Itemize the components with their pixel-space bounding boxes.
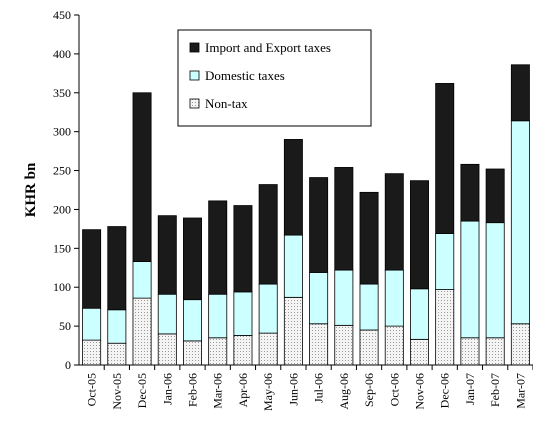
bar-segment-domestic-taxes bbox=[283, 234, 303, 298]
bar-segment-non-tax bbox=[233, 335, 253, 366]
y-tick-label: 450 bbox=[53, 8, 71, 22]
bar-segment-non-tax bbox=[410, 338, 429, 366]
bar-segment-import-and-export-taxes bbox=[309, 177, 329, 273]
bar-segment-domestic-taxes bbox=[359, 283, 379, 331]
bar-segment-import-and-export-taxes bbox=[183, 217, 202, 301]
bar-segment-domestic-taxes bbox=[384, 269, 404, 327]
bar-segment-non-tax bbox=[82, 339, 102, 366]
bar-segment-non-tax bbox=[208, 337, 228, 366]
bar-segment-import-and-export-taxes bbox=[132, 92, 152, 262]
y-axis-title: KHR bn bbox=[23, 162, 39, 217]
bar-segment-import-and-export-taxes bbox=[283, 139, 303, 236]
bar-segment-domestic-taxes bbox=[82, 307, 102, 341]
x-category-label: Mar-06 bbox=[211, 373, 225, 409]
x-category-label: Oct-05 bbox=[85, 373, 99, 406]
bar-segment-non-tax bbox=[132, 297, 152, 366]
legend-swatch bbox=[189, 70, 200, 81]
y-tick-label: 250 bbox=[53, 164, 71, 178]
legend-label: Non-tax bbox=[205, 96, 248, 111]
bar-segment-domestic-taxes bbox=[460, 220, 480, 339]
y-tick-label: 50 bbox=[59, 319, 71, 333]
bar-segment-import-and-export-taxes bbox=[460, 163, 480, 222]
bar-segment-domestic-taxes bbox=[485, 222, 505, 339]
bar-segment-non-tax bbox=[107, 342, 127, 366]
x-category-label: May-06 bbox=[261, 373, 275, 411]
bar-segment-domestic-taxes bbox=[410, 288, 429, 340]
bar-segment-import-and-export-taxes bbox=[384, 173, 404, 271]
x-category-label: Feb-07 bbox=[488, 373, 502, 407]
x-category-label: Mar-07 bbox=[513, 373, 527, 409]
y-tick-label: 100 bbox=[53, 280, 71, 294]
bar-segment-domestic-taxes bbox=[132, 261, 152, 299]
bar-segment-domestic-taxes bbox=[208, 293, 228, 339]
bar-segment-import-and-export-taxes bbox=[258, 184, 278, 285]
bar-segment-non-tax bbox=[258, 332, 278, 366]
x-category-label: Jul-06 bbox=[312, 373, 326, 403]
legend-label: Domestic taxes bbox=[205, 68, 285, 83]
bar-segment-import-and-export-taxes bbox=[157, 215, 177, 295]
bar-segment-domestic-taxes bbox=[334, 269, 354, 326]
bar-segment-non-tax bbox=[334, 324, 354, 366]
y-tick-label: 150 bbox=[53, 241, 71, 255]
bar-segment-non-tax bbox=[460, 337, 480, 366]
bar-segment-import-and-export-taxes bbox=[410, 180, 429, 290]
bar-segment-non-tax bbox=[510, 323, 530, 366]
x-category-label: Nov-05 bbox=[110, 373, 124, 410]
bar-segment-non-tax bbox=[435, 289, 455, 366]
x-category-label: Dec-05 bbox=[135, 373, 149, 408]
bar-segment-domestic-taxes bbox=[107, 309, 127, 344]
bar-segment-domestic-taxes bbox=[157, 293, 177, 335]
bar-segment-non-tax bbox=[359, 329, 379, 366]
x-category-label: Sep-06 bbox=[362, 373, 376, 407]
legend-label: Import and Export taxes bbox=[205, 40, 331, 55]
bar-segment-import-and-export-taxes bbox=[359, 191, 379, 285]
bar-segment-import-and-export-taxes bbox=[334, 167, 354, 271]
legend-swatch bbox=[189, 42, 200, 53]
x-category-label: Oct-06 bbox=[387, 373, 401, 406]
bar-segment-non-tax bbox=[183, 340, 202, 366]
legend-box bbox=[177, 29, 372, 127]
x-category-label: Apr-06 bbox=[236, 373, 250, 407]
bar-segment-domestic-taxes bbox=[233, 291, 253, 336]
x-category-label: Jan-06 bbox=[160, 373, 174, 405]
bar-segment-non-tax bbox=[485, 337, 505, 366]
bar-segment-non-tax bbox=[283, 296, 303, 366]
bar-segment-import-and-export-taxes bbox=[233, 205, 253, 293]
bar-segment-non-tax bbox=[157, 333, 177, 366]
bar-segment-import-and-export-taxes bbox=[485, 168, 505, 224]
bar-segment-non-tax bbox=[384, 325, 404, 366]
x-category-label: Aug-06 bbox=[337, 373, 351, 410]
x-category-label: Nov-06 bbox=[413, 373, 427, 410]
bar-segment-import-and-export-taxes bbox=[510, 64, 530, 122]
y-tick-label: 200 bbox=[53, 202, 71, 216]
y-tick-label: 400 bbox=[53, 47, 71, 61]
x-category-label: Jun-06 bbox=[286, 373, 300, 406]
y-tick-label: 300 bbox=[53, 125, 71, 139]
bar-segment-import-and-export-taxes bbox=[435, 83, 455, 234]
x-category-label: Dec-06 bbox=[438, 373, 452, 408]
bar-segment-import-and-export-taxes bbox=[82, 229, 102, 309]
bar-segment-domestic-taxes bbox=[435, 233, 455, 290]
bar-segment-domestic-taxes bbox=[258, 283, 278, 334]
y-tick-label: 350 bbox=[53, 86, 71, 100]
bar-segment-import-and-export-taxes bbox=[208, 200, 228, 295]
bar-segment-domestic-taxes bbox=[510, 120, 530, 325]
x-category-label: Jan-07 bbox=[463, 373, 477, 405]
x-category-label: Feb-06 bbox=[186, 373, 200, 407]
bar-segment-domestic-taxes bbox=[309, 272, 329, 325]
y-tick-label: 0 bbox=[65, 358, 71, 372]
bar-segment-domestic-taxes bbox=[183, 299, 202, 342]
legend-swatch bbox=[189, 98, 200, 109]
bar-segment-import-and-export-taxes bbox=[107, 226, 127, 311]
bar-segment-non-tax bbox=[309, 323, 329, 366]
